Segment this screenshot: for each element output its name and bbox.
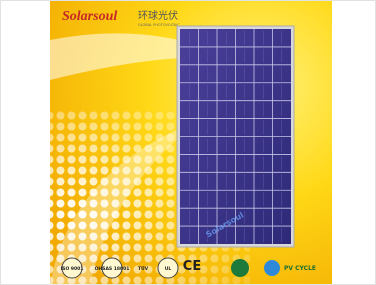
product-image: Solarsoul 环球光伏 GLOBAL PHOTOVOLTAIC Solar… (0, 0, 376, 285)
logo-tagline: GLOBAL PHOTOVOLTAIC (138, 23, 180, 27)
cert-badge (231, 259, 249, 277)
cert-label: PV CYCLE (284, 265, 316, 272)
cert-label: TÜV (138, 265, 149, 272)
logo-brand: Solarsoul (62, 9, 117, 24)
cert-label: OHSAS 18001 (95, 266, 130, 272)
cert-label: CE (183, 259, 201, 274)
logo-chinese: 环球光伏 (138, 9, 178, 22)
cert-label: ISO 9001 (61, 266, 84, 272)
cert-label: UL (165, 266, 172, 272)
page: Solarsoul 环球光伏 GLOBAL PHOTOVOLTAIC Solar… (0, 0, 376, 285)
cert-badge (264, 260, 280, 276)
